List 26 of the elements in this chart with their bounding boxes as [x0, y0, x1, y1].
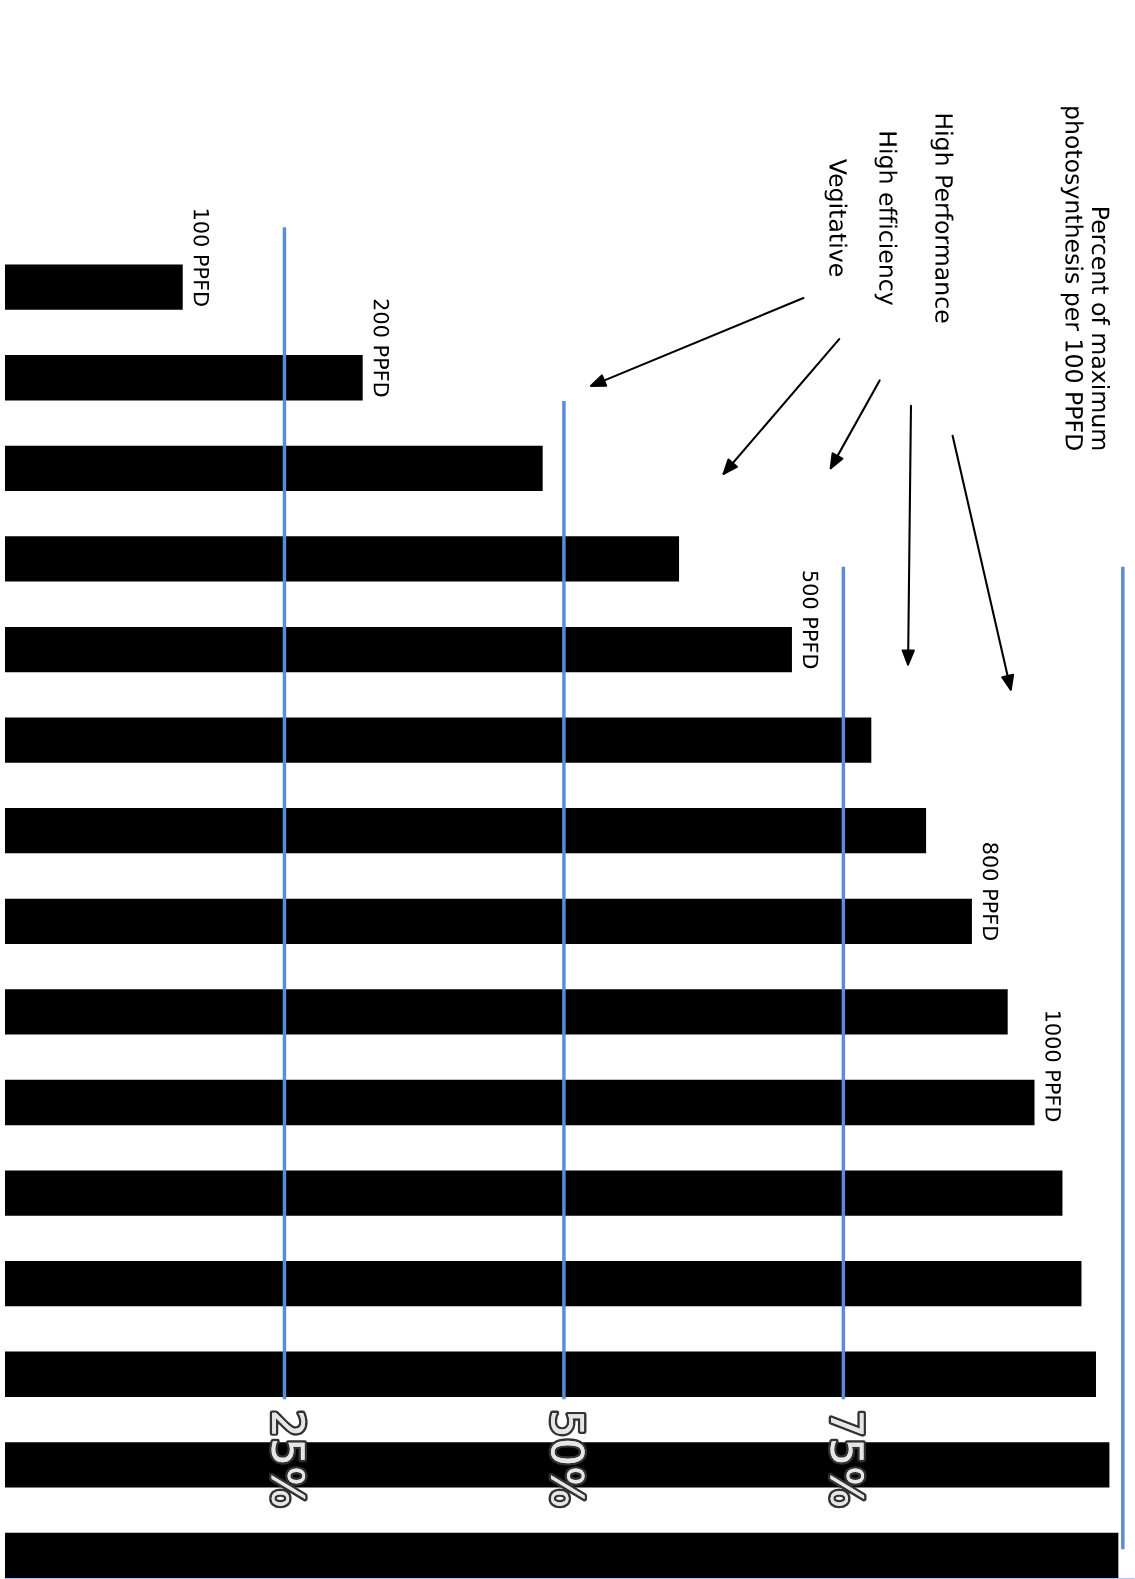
x-tick-label: 75% — [830, 1413, 865, 1506]
y-tick-label: 100 PPFD — [193, 209, 210, 306]
x-tick-label: 25% — [271, 1412, 306, 1506]
x-tick-label: 50% — [551, 1412, 585, 1506]
bar — [5, 808, 927, 854]
y-tick-label: 200 PPFD — [373, 299, 390, 397]
bar — [5, 1532, 1119, 1579]
bar — [5, 264, 183, 310]
bar — [5, 626, 792, 673]
bar — [5, 717, 872, 763]
y-tick-label: 1000 PPFD — [1045, 1011, 1062, 1122]
text: Percent of maximum photosynthesis per 100 PPFD — [1060, 107, 1110, 450]
annotation: High Performance — [930, 114, 954, 323]
annotation: High efficiency — [874, 132, 898, 306]
bar — [5, 445, 543, 491]
bar — [5, 1170, 1063, 1216]
y-tick-label: 800 PPFD — [982, 843, 999, 941]
bar — [5, 898, 972, 944]
bar — [5, 989, 1008, 1035]
bar — [5, 355, 363, 401]
bar — [5, 536, 680, 582]
annotation: Vegitative — [824, 158, 848, 276]
bar — [5, 1079, 1035, 1126]
y-tick-label: 500 PPFD — [802, 571, 819, 669]
bar — [5, 1261, 1082, 1307]
bar — [5, 1351, 1096, 1397]
